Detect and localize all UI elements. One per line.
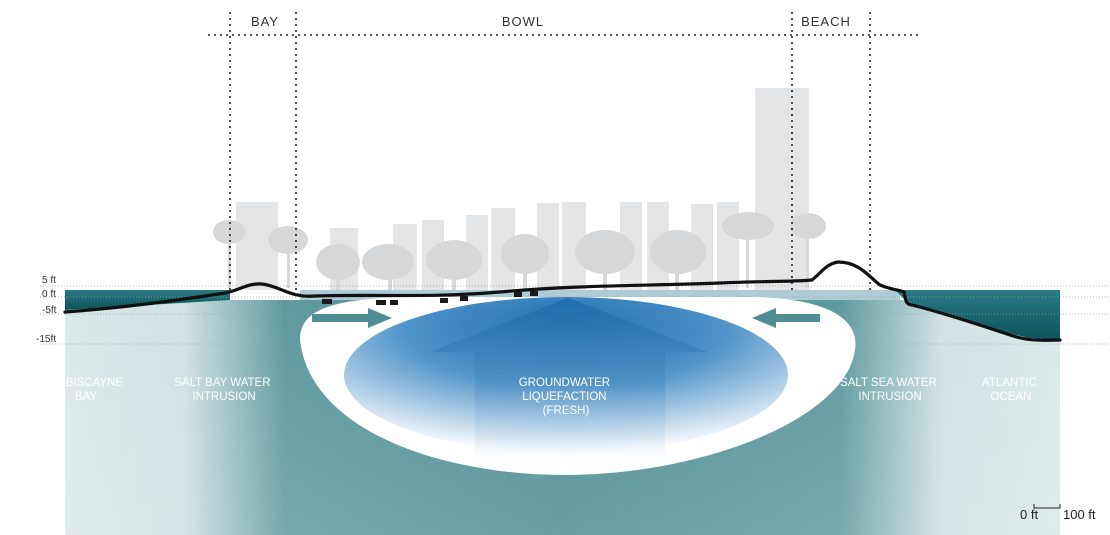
ground-surface-line [63, 260, 1062, 342]
depth-label-minus5ft: -5ft [42, 305, 57, 316]
palm-tree-icon [268, 226, 308, 288]
palm-tree-icon [722, 212, 774, 288]
intrusion-arrows [312, 308, 820, 328]
depth-label-5ft: 5 ft [42, 275, 56, 286]
groundwater-arrow [430, 298, 708, 465]
label-atlantic-ocean: ATLANTIC OCEAN [982, 377, 1040, 403]
zone-markers [208, 12, 918, 296]
label-groundwater-liquefaction: GROUNDWATER LIQUEFACTION (FRESH) [519, 377, 614, 417]
foundation-blocks [322, 291, 538, 305]
zone-label-beach: BEACH [801, 14, 851, 29]
tree-icon [575, 230, 635, 290]
tree-icon [501, 234, 549, 290]
label-salt-bay-water-intrusion: SALT BAY WATER INTRUSION [174, 377, 274, 403]
zone-label-bay: BAY [251, 14, 279, 29]
tree-icon [316, 244, 360, 290]
scale-end-label: 100 ft [1063, 507, 1096, 522]
tree-icon [650, 230, 706, 290]
zone-label-bowl: BOWL [502, 14, 544, 29]
depth-label-0ft: 0 ft [42, 289, 56, 300]
scale-bar: 0 ft 100 ft [1020, 504, 1096, 522]
palm-tree-icon [790, 213, 826, 288]
label-biscayne-bay: BISCAYNE BAY [66, 377, 127, 403]
salt-bay-intrusion-arrow [312, 308, 392, 328]
tree-icon [426, 240, 482, 290]
label-salt-sea-water-intrusion: SALT SEA WATER INTRUSION [840, 377, 940, 403]
scale-start-label: 0 ft [1020, 507, 1038, 522]
salt-sea-intrusion-arrow [752, 308, 820, 328]
trees [213, 212, 826, 290]
depth-label-minus15ft: -15ft [36, 334, 56, 345]
tree-icon [362, 244, 414, 290]
